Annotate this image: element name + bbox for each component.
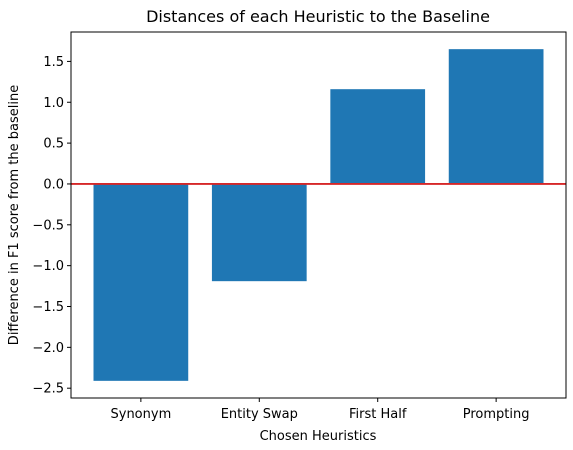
bar-first-half <box>330 89 426 184</box>
y-tick-label: −1.0 <box>32 259 64 274</box>
y-axis-title: Difference in F1 score from the baseline <box>7 85 22 345</box>
y-axis: −2.5 −2.0 −1.5 −1.0 −0.5 0.0 0.5 1.0 1.5 <box>32 55 71 397</box>
bar-prompting <box>448 49 544 184</box>
bar-entity-swap <box>211 183 307 282</box>
x-axis: Synonym Entity Swap First Half Prompting <box>111 398 530 422</box>
x-tick-label: Entity Swap <box>221 407 298 422</box>
bar-synonym <box>93 183 189 381</box>
x-axis-title: Chosen Heuristics <box>260 429 377 444</box>
y-tick-label: 1.0 <box>43 96 64 111</box>
bars-group <box>93 49 544 381</box>
chart-title: Distances of each Heuristic to the Basel… <box>146 7 490 26</box>
x-tick-label: First Half <box>349 407 407 422</box>
y-tick-label: −2.0 <box>32 341 64 356</box>
x-tick-label: Synonym <box>111 407 172 422</box>
y-tick-label: 0.5 <box>43 137 64 152</box>
y-tick-label: 0.0 <box>43 177 64 192</box>
y-tick-label: 1.5 <box>43 55 64 70</box>
y-tick-label: −1.5 <box>32 300 64 315</box>
y-tick-label: −2.5 <box>32 382 64 397</box>
plot-frame <box>70 31 567 399</box>
y-tick-label: −0.5 <box>32 218 64 233</box>
x-tick-label: Prompting <box>463 407 530 422</box>
